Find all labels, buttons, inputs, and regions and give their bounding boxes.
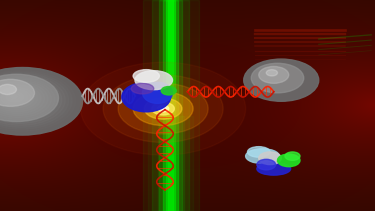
Ellipse shape xyxy=(131,83,154,94)
Circle shape xyxy=(0,83,45,114)
Bar xyxy=(152,0,189,211)
Circle shape xyxy=(0,74,58,122)
Circle shape xyxy=(8,93,20,100)
Circle shape xyxy=(11,95,17,98)
Circle shape xyxy=(0,72,72,129)
Circle shape xyxy=(3,91,27,104)
Circle shape xyxy=(0,86,38,110)
Circle shape xyxy=(0,75,65,125)
Ellipse shape xyxy=(257,159,276,170)
Ellipse shape xyxy=(161,87,176,95)
Circle shape xyxy=(0,82,48,116)
Ellipse shape xyxy=(122,82,171,112)
Circle shape xyxy=(133,92,193,126)
Circle shape xyxy=(81,62,246,155)
Circle shape xyxy=(0,68,82,135)
Circle shape xyxy=(0,69,79,133)
Circle shape xyxy=(160,107,166,110)
Ellipse shape xyxy=(142,82,172,103)
Bar xyxy=(163,0,178,211)
Bar xyxy=(148,116,193,211)
Ellipse shape xyxy=(278,154,300,167)
Circle shape xyxy=(0,76,62,123)
Ellipse shape xyxy=(133,70,159,82)
Circle shape xyxy=(0,68,82,135)
Circle shape xyxy=(144,98,182,119)
Circle shape xyxy=(103,75,223,142)
Bar xyxy=(166,0,175,211)
Ellipse shape xyxy=(257,162,291,175)
Circle shape xyxy=(0,78,58,122)
Circle shape xyxy=(6,92,24,102)
Ellipse shape xyxy=(248,147,270,157)
Circle shape xyxy=(259,66,289,83)
Circle shape xyxy=(244,59,319,101)
Bar xyxy=(168,0,173,211)
Ellipse shape xyxy=(285,152,300,160)
Circle shape xyxy=(251,63,304,93)
Circle shape xyxy=(0,85,41,112)
Bar xyxy=(158,116,184,211)
Bar xyxy=(159,0,182,211)
Circle shape xyxy=(1,89,31,106)
Bar xyxy=(163,116,178,211)
Circle shape xyxy=(0,84,16,95)
Circle shape xyxy=(118,83,208,134)
Circle shape xyxy=(158,106,169,112)
Ellipse shape xyxy=(259,152,281,165)
Circle shape xyxy=(0,80,51,118)
Circle shape xyxy=(0,88,34,108)
Ellipse shape xyxy=(246,149,279,164)
Circle shape xyxy=(0,79,34,106)
Bar xyxy=(142,0,199,211)
Circle shape xyxy=(0,73,69,127)
Circle shape xyxy=(0,70,76,131)
Circle shape xyxy=(266,70,278,76)
Circle shape xyxy=(0,79,55,119)
Ellipse shape xyxy=(135,71,172,90)
Circle shape xyxy=(152,102,174,115)
